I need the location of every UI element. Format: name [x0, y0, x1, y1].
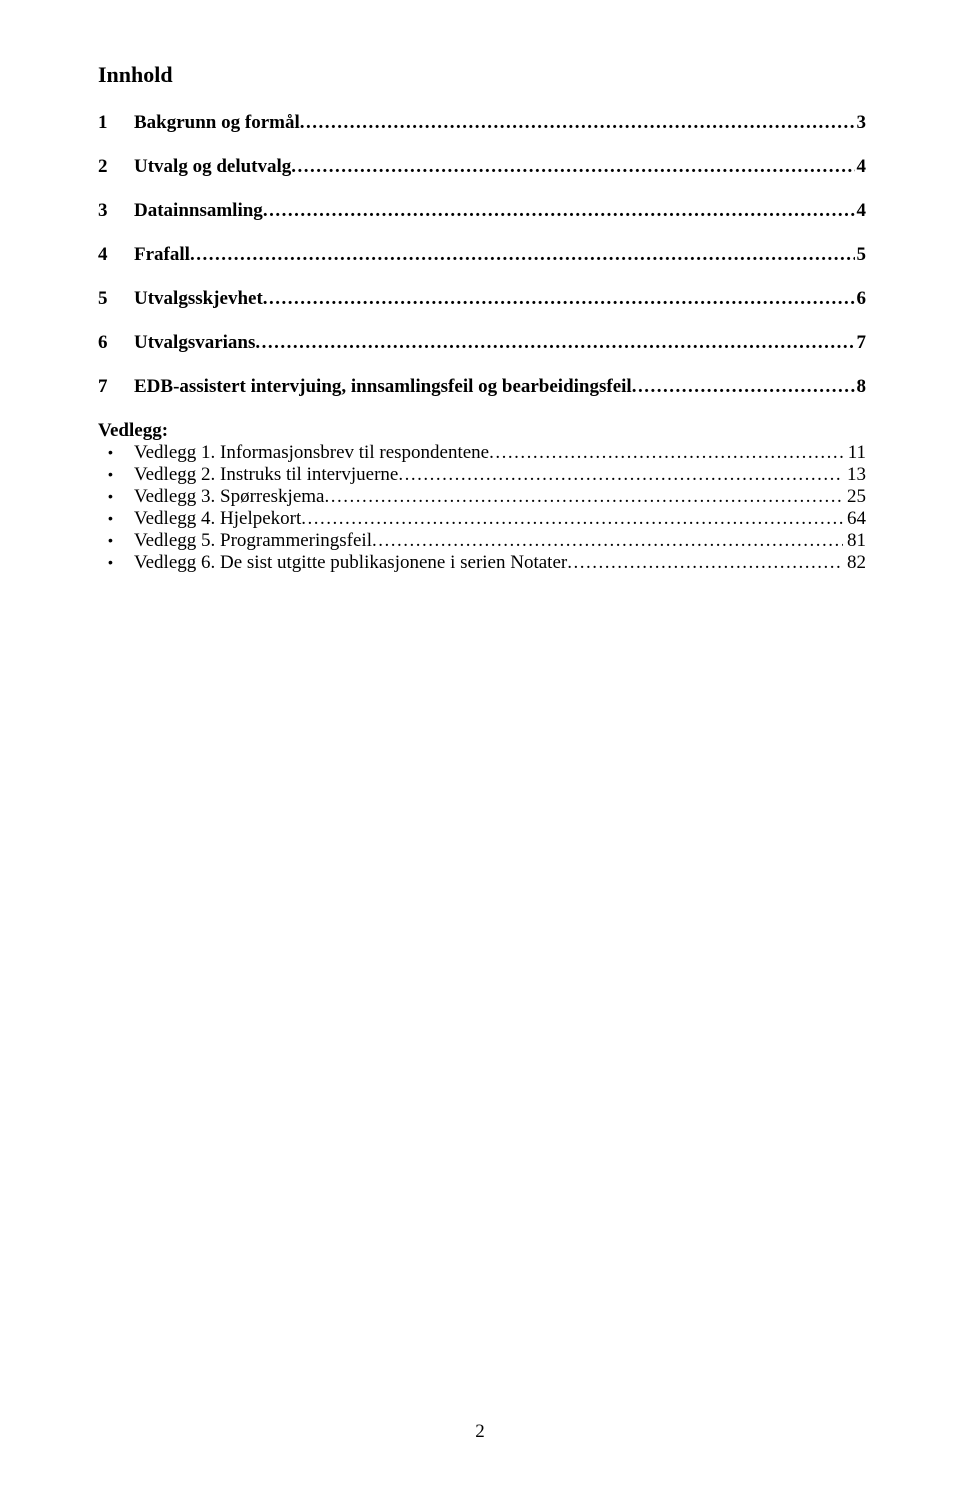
toc-entry-number: 3: [98, 200, 134, 222]
bullet-icon: •: [98, 510, 134, 526]
spacer: [98, 134, 866, 156]
vedlegg-entry-label: Vedlegg 6. De sist utgitte publikasjonen…: [134, 552, 567, 574]
toc-entry-number: 6: [98, 332, 134, 354]
vedlegg-entry: • Vedlegg 5. Programmeringsfeil 81: [98, 530, 866, 552]
toc-entry-number: 2: [98, 156, 134, 178]
toc-leader-dots: [301, 508, 843, 530]
toc-leader-dots: [291, 156, 854, 178]
vedlegg-entry-label: Vedlegg 4. Hjelpekort: [134, 508, 301, 530]
bullet-icon: •: [98, 488, 134, 504]
spacer: [98, 178, 866, 200]
document-page: Innhold 1 Bakgrunn og formål 3 2 Utvalg …: [0, 0, 960, 1505]
toc-entry-label: Datainnsamling: [134, 200, 263, 222]
toc-entry-page: 3: [855, 112, 867, 134]
toc-entry: 4 Frafall 5: [98, 244, 866, 266]
toc-title: Innhold: [98, 62, 866, 88]
toc-entry-page: 8: [855, 376, 867, 398]
toc-leader-dots: [398, 464, 843, 486]
toc-entry-page: 4: [855, 200, 867, 222]
spacer: [98, 310, 866, 332]
toc-leader-dots: [567, 552, 843, 574]
toc-leader-dots: [300, 112, 855, 134]
toc-leader-dots: [372, 530, 843, 552]
toc-entry: 6 Utvalgsvarians 7: [98, 332, 866, 354]
spacer: [98, 266, 866, 288]
toc-leader-dots: [255, 332, 854, 354]
toc-entry-label: Utvalgsvarians: [134, 332, 255, 354]
toc-entry: 5 Utvalgsskjevhet 6: [98, 288, 866, 310]
spacer: [98, 354, 866, 376]
toc-entry-number: 5: [98, 288, 134, 310]
vedlegg-entry: • Vedlegg 4. Hjelpekort 64: [98, 508, 866, 530]
bullet-icon: •: [98, 466, 134, 482]
toc-entry-page: 4: [855, 156, 867, 178]
bullet-icon: •: [98, 554, 134, 570]
page-number: 2: [0, 1421, 960, 1443]
vedlegg-entry: • Vedlegg 6. De sist utgitte publikasjon…: [98, 552, 866, 574]
vedlegg-entry: • Vedlegg 2. Instruks til intervjuerne 1…: [98, 464, 866, 486]
toc-leader-dots: [263, 288, 855, 310]
vedlegg-entry-label: Vedlegg 5. Programmeringsfeil: [134, 530, 372, 552]
toc-entry: 7 EDB-assistert intervjuing, innsamlings…: [98, 376, 866, 398]
toc-entry-label: Utvalg og delutvalg: [134, 156, 291, 178]
vedlegg-entry-page: 82: [843, 552, 866, 574]
spacer: [98, 222, 866, 244]
toc-entry: 3 Datainnsamling 4: [98, 200, 866, 222]
toc-entry-label: Frafall: [134, 244, 190, 266]
vedlegg-entry-page: 11: [844, 442, 866, 464]
toc-leader-dots: [489, 442, 844, 464]
vedlegg-entry-label: Vedlegg 3. Spørreskjema: [134, 486, 324, 508]
vedlegg-entry-label: Vedlegg 1. Informasjonsbrev til responde…: [134, 442, 489, 464]
vedlegg-entry-page: 13: [843, 464, 866, 486]
toc-entry-number: 4: [98, 244, 134, 266]
vedlegg-entry-label: Vedlegg 2. Instruks til intervjuerne: [134, 464, 398, 486]
toc-entry-label: Utvalgsskjevhet: [134, 288, 263, 310]
bullet-icon: •: [98, 444, 134, 460]
toc-leader-dots: [632, 376, 855, 398]
vedlegg-entry-page: 25: [843, 486, 866, 508]
toc-leader-dots: [324, 486, 843, 508]
toc-entry: 2 Utvalg og delutvalg 4: [98, 156, 866, 178]
toc-entry-label: Bakgrunn og formål: [134, 112, 300, 134]
vedlegg-entry: • Vedlegg 1. Informasjonsbrev til respon…: [98, 442, 866, 464]
bullet-icon: •: [98, 532, 134, 548]
toc-entry-page: 7: [855, 332, 867, 354]
toc-leader-dots: [190, 244, 855, 266]
toc-entry-label: EDB-assistert intervjuing, innsamlingsfe…: [134, 376, 632, 398]
toc-entry: 1 Bakgrunn og formål 3: [98, 112, 866, 134]
vedlegg-entry: • Vedlegg 3. Spørreskjema 25: [98, 486, 866, 508]
vedlegg-heading: Vedlegg:: [98, 420, 866, 442]
toc-entry-page: 6: [855, 288, 867, 310]
vedlegg-entry-page: 81: [843, 530, 866, 552]
vedlegg-entry-page: 64: [843, 508, 866, 530]
toc-entry-page: 5: [855, 244, 867, 266]
toc-entry-number: 1: [98, 112, 134, 134]
toc-entry-number: 7: [98, 376, 134, 398]
vedlegg-list: • Vedlegg 1. Informasjonsbrev til respon…: [98, 442, 866, 574]
toc-leader-dots: [263, 200, 855, 222]
